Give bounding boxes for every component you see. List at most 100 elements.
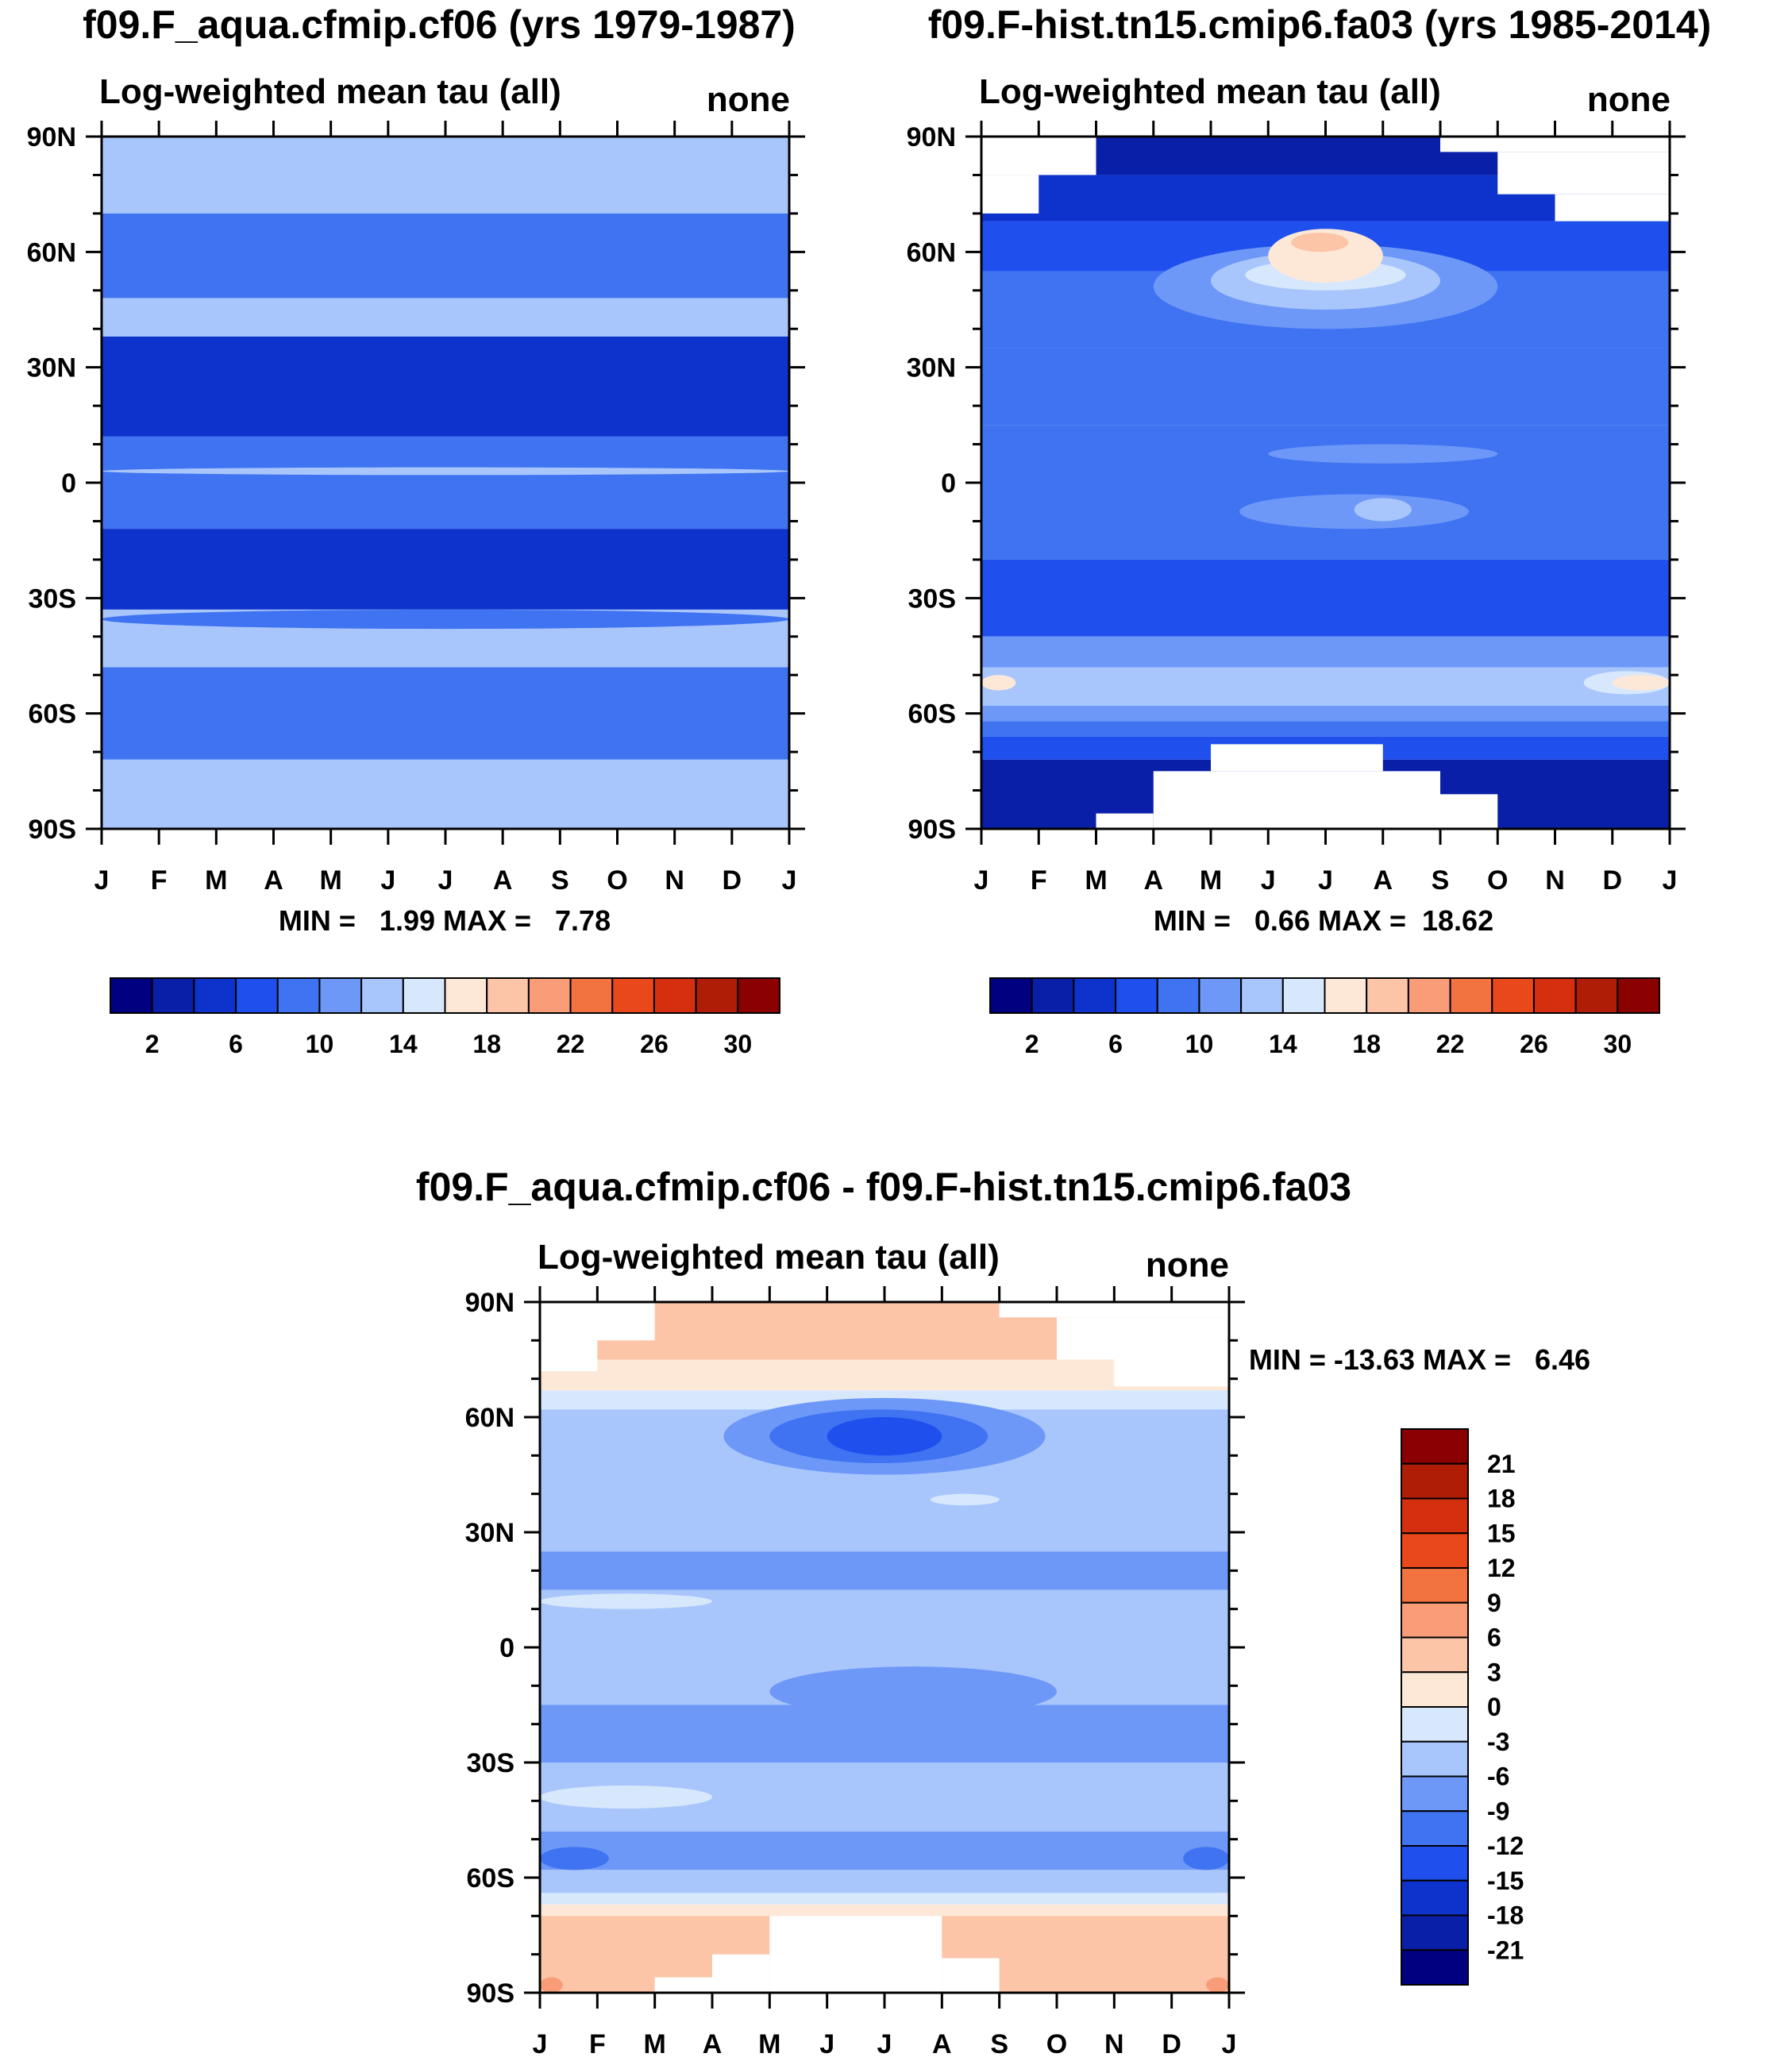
panel-diff: f09.F_aqua.cfmip.cf06 - f09.F-hist.tn15.… [416,1165,1590,2059]
colorbar-label: 21 [1487,1450,1516,1478]
panel-left-stats: MIN = 1.99 MAX = 7.78 [279,904,611,937]
colorbar-swatch [318,977,363,1014]
month-tick-label: S [1432,865,1450,896]
panel-diff-subtitle-right: none [1146,1246,1229,1285]
missing-data-region [1497,152,1670,195]
missing-data-region [999,1302,1229,1318]
missing-data-region [981,175,1039,214]
colorbar-label: 22 [1436,1030,1465,1058]
colorbar-swatch [1401,1601,1469,1639]
colorbar-swatch [151,977,195,1014]
colorbar-swatch [1281,977,1326,1014]
contour-band [981,721,1670,737]
panel-diff-stats: MIN = -13.63 MAX = 6.46 [1249,1343,1590,1376]
colorbar-label: 6 [229,1030,243,1058]
month-tick-label: M [758,2029,780,2059]
contour-band [981,705,1670,722]
colorbar-swatch [1366,977,1409,1014]
contour-patch [540,1786,712,1809]
colorbar-swatch [402,977,446,1014]
month-tick-label: A [703,2029,723,2059]
month-tick-label: F [589,2029,606,2059]
month-tick-label: J [533,2029,548,2059]
lat-tick-label: 30S [467,1748,515,1778]
month-tick-label: A [1143,865,1163,896]
panel-diff-colorbar: 21 18 15 12 9 6 3 0 -3 -6 -9 -12 -15 -18 -21 [1401,1428,1524,1986]
month-tick-label: J [438,865,453,896]
colorbar-label: -12 [1487,1832,1524,1860]
lat-tick-label: 60S [467,1863,515,1893]
colorbar-label: -3 [1487,1728,1509,1756]
colorbar-swatch [1449,977,1493,1014]
month-tick-label: J [380,865,395,896]
contour-band [102,298,789,337]
month-tick-label: J [877,2029,892,2059]
colorbar-swatch [1156,977,1200,1014]
contour-band [540,1893,1229,1905]
colorbar-label: 6 [1487,1624,1501,1652]
contour-band [981,559,1670,637]
month-tick-label: J [974,865,989,896]
contour-band [540,1551,1229,1590]
colorbar-label: -6 [1487,1762,1509,1791]
panel-left: f09.F_aqua.cfmip.cf06 (yrs 1979-1987) Lo… [27,2,805,1058]
lat-tick-label: 30S [29,584,77,614]
contour-patch [769,1666,1057,1716]
missing-data-region [1440,137,1670,152]
contour-patch [1291,233,1349,252]
colorbar-swatch [1401,1879,1469,1917]
month-tick-label: F [151,865,168,896]
contour-patch [540,1593,712,1609]
lat-tick-label: 30N [27,353,76,383]
missing-data-region [1153,771,1440,829]
contour-patch [540,1847,609,1870]
panel-left-subtitle-right: none [707,80,790,119]
month-tick-label: J [782,865,797,896]
lat-tick-label: 30N [907,353,956,383]
lat-tick-label: 60N [27,237,76,268]
colorbar-swatch [1401,1914,1469,1951]
month-tick-label: J [94,865,110,896]
colorbar-swatch [1532,977,1577,1014]
colorbar-swatch [1198,977,1243,1014]
colorbar-swatch [1401,1428,1469,1465]
colorbar-label: 0 [1487,1693,1501,1721]
month-tick-label: S [551,865,569,896]
colorbar-swatch [486,977,530,1014]
colorbar-swatch [1401,1462,1469,1500]
panel-left-colorbar: 2 6 10 14 18 22 26 30 [110,977,780,1058]
colorbar-swatch [276,977,321,1014]
contour-band [981,667,1670,706]
colorbar-swatch [444,977,488,1014]
contour-patch [102,609,789,630]
colorbar-swatch [611,977,655,1014]
month-tick-label: N [665,865,684,896]
colorbar-label: 9 [1487,1589,1501,1617]
colorbar-label: 22 [557,1030,585,1058]
colorbar-label: 3 [1487,1658,1501,1686]
panel-diff-title: f09.F_aqua.cfmip.cf06 - f09.F-hist.tn15.… [416,1165,1351,1209]
contour-patch [1612,675,1670,691]
month-tick-label: A [493,865,513,896]
month-tick-label: J [1318,865,1333,896]
lat-tick-label: 90N [907,122,956,152]
contour-band [540,1904,1229,1917]
month-tick-label: M [205,865,227,896]
colorbar-label: -9 [1487,1797,1509,1825]
colorbar-label: 26 [1520,1030,1548,1058]
colorbar-swatch [1401,1671,1469,1708]
contour-band [102,436,789,530]
month-tick-label: M [644,2029,666,2059]
panel-right: f09.F-hist.tn15.cmip6.fa03 (yrs 1985-201… [907,2,1712,1058]
colorbar-label: 12 [1487,1554,1516,1582]
colorbar-swatch [1401,1497,1469,1535]
colorbar-label: 26 [640,1030,669,1058]
panel-diff-subtitle: Log-weighted mean tau (all) [538,1238,1000,1277]
contour-patch [1268,444,1498,464]
panel-right-subtitle-right: none [1587,80,1671,119]
colorbar-label: 18 [472,1030,501,1058]
lat-tick-label: 60S [908,699,957,730]
contour-patch [102,467,789,476]
lat-tick-label: 90S [29,815,77,845]
missing-data-region [981,137,1096,175]
